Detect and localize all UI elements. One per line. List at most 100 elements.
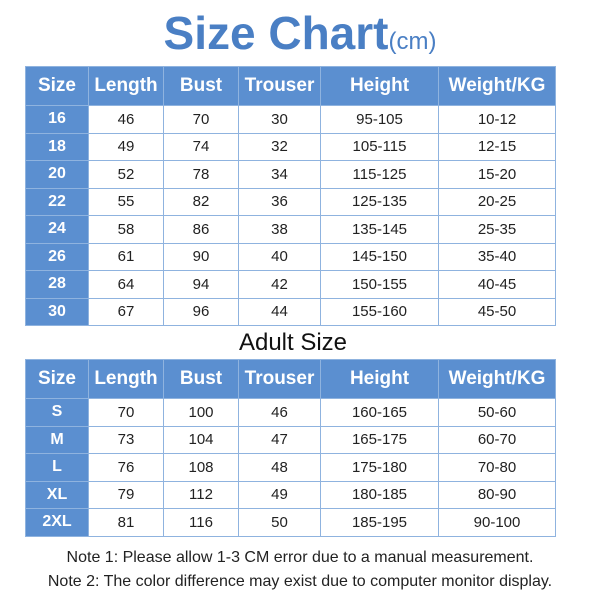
cell: 50-60 (438, 398, 556, 427)
cell: 165-175 (320, 425, 439, 454)
column-header: Bust (163, 66, 239, 106)
adult-table: Size Length Bust Trouser Height Weight/KG S 70 1… (25, 359, 556, 537)
cell: 36 (238, 187, 321, 216)
cell: 70-80 (438, 453, 556, 482)
cell: 125-135 (320, 187, 439, 216)
cell: 30 (238, 105, 321, 134)
cell: 49 (238, 480, 321, 509)
cell: 112 (163, 480, 239, 509)
row: L 76 108 48 175-180 70-80 (25, 453, 556, 482)
cell: 79 (88, 480, 164, 509)
cell: 185-195 (320, 508, 439, 537)
cell: 55 (88, 187, 164, 216)
cell: 58 (88, 215, 164, 244)
size-cell: S (25, 398, 89, 427)
cell: 42 (238, 270, 321, 299)
row: 16 46 70 30 95-105 10-12 (25, 105, 556, 134)
title: Size Chart (163, 7, 389, 59)
cell: 70 (163, 105, 239, 134)
cell: 155-160 (320, 297, 439, 326)
cell: 15-20 (438, 160, 556, 189)
cell: 145-150 (320, 242, 439, 271)
column-header: Weight/KG (438, 66, 556, 106)
cell: 49 (88, 132, 164, 161)
row: M 73 104 47 165-175 60-70 (25, 425, 556, 454)
row: 2XL 81 116 50 185-195 90-100 (25, 508, 556, 537)
cell: 70 (88, 398, 164, 427)
cell: 135-145 (320, 215, 439, 244)
cell: 78 (163, 160, 239, 189)
cell: 82 (163, 187, 239, 216)
size-cell: L (25, 453, 89, 482)
cell: 160-165 (320, 398, 439, 427)
row: 30 67 96 44 155-160 45-50 (25, 297, 556, 326)
cell: 46 (88, 105, 164, 134)
cell: 25-35 (438, 215, 556, 244)
size-cell: 22 (25, 187, 89, 216)
cell: 95-105 (320, 105, 439, 134)
size-cell: 16 (25, 105, 89, 134)
cell: 104 (163, 425, 239, 454)
column-header: Length (88, 66, 164, 106)
row: 22 55 82 36 125-135 20-25 (25, 187, 556, 216)
cell: 80-90 (438, 480, 556, 509)
cell: 40 (238, 242, 321, 271)
cell: 35-40 (438, 242, 556, 271)
row: 26 61 90 40 145-150 35-40 (25, 242, 556, 271)
cell: 40-45 (438, 270, 556, 299)
row: 20 52 78 34 115-125 15-20 (25, 160, 556, 189)
cell: 48 (238, 453, 321, 482)
cell: 52 (88, 160, 164, 189)
size-cell: 28 (25, 270, 89, 299)
cell: 38 (238, 215, 321, 244)
size-cell: XL (25, 480, 89, 509)
cell: 34 (238, 160, 321, 189)
cell: 100 (163, 398, 239, 427)
row: S 70 100 46 160-165 50-60 (25, 398, 556, 427)
cell: 50 (238, 508, 321, 537)
cell: 74 (163, 132, 239, 161)
cell: 44 (238, 297, 321, 326)
row: 28 64 94 42 150-155 40-45 (25, 270, 556, 299)
cell: 61 (88, 242, 164, 271)
cell: 60-70 (438, 425, 556, 454)
column-header: Size (25, 66, 89, 106)
column-header: Size (25, 359, 89, 399)
size-cell: 30 (25, 297, 89, 326)
column-header: Length (88, 359, 164, 399)
size-cell: 2XL (25, 508, 89, 537)
cell: 150-155 (320, 270, 439, 299)
row: 24 58 86 38 135-145 25-35 (25, 215, 556, 244)
cell: 81 (88, 508, 164, 537)
size-cell: 24 (25, 215, 89, 244)
cell: 20-25 (438, 187, 556, 216)
adult-title: Adult Size (238, 329, 348, 356)
row: XL 79 112 49 180-185 80-90 (25, 480, 556, 509)
cell: 45-50 (438, 297, 556, 326)
column-header: Trouser (238, 359, 321, 399)
column-header: Weight/KG (438, 359, 556, 399)
cell: 76 (88, 453, 164, 482)
cell: 116 (163, 508, 239, 537)
cell: 67 (88, 297, 164, 326)
cell: 73 (88, 425, 164, 454)
note: Note 1: Please allow 1-3 CM error due to… (66, 549, 534, 566)
column-header: Height (320, 359, 439, 399)
size-cell: 26 (25, 242, 89, 271)
size-cell: 18 (25, 132, 89, 161)
row: 18 49 74 32 105-115 12-15 (25, 132, 556, 161)
cell: 64 (88, 270, 164, 299)
cell: 86 (163, 215, 239, 244)
column-header: Trouser (238, 66, 321, 106)
cell: 94 (163, 270, 239, 299)
unit: (cm) (388, 28, 437, 55)
header-row: Size Length Bust Trouser Height Weight/KG (25, 66, 556, 106)
cell: 105-115 (320, 132, 439, 161)
cell: 108 (163, 453, 239, 482)
column-header: Height (320, 66, 439, 106)
kids-table: Size Length Bust Trouser Height Weight/KG 16 46… (25, 66, 556, 326)
cell: 46 (238, 398, 321, 427)
note: Note 2: The color difference may exist d… (47, 573, 553, 590)
column-header: Bust (163, 359, 239, 399)
